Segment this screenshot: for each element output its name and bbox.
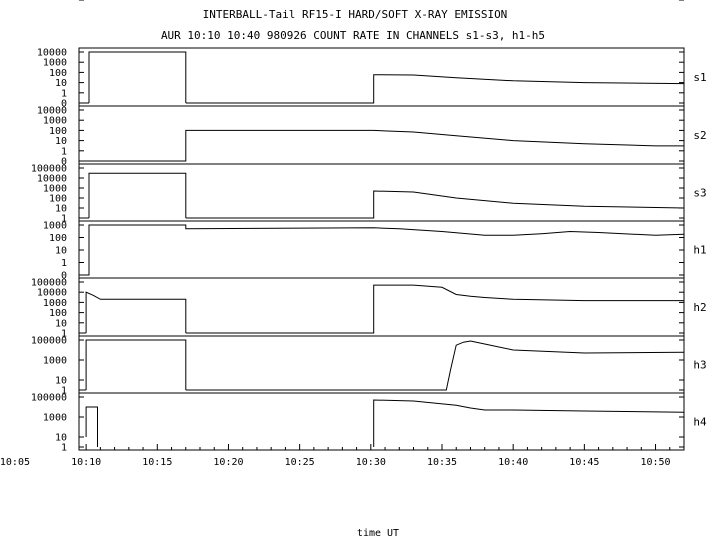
trace-h3-2 [85,339,187,390]
x-tick-label: 10:05 [0,457,30,468]
panel-h3: 100000 1000 101 h3 [31,335,707,397]
channel-label: s3 [693,187,706,200]
channel-label: h4 [693,416,707,429]
x-tick-label: 10:30 [356,457,386,468]
trace-h3-3 [185,340,685,391]
panel-frame [78,220,685,279]
panel-frame [78,105,685,165]
trace-s3-3 [185,190,685,219]
y-tick-label: 1 [61,329,67,340]
y-tick-label: 10 [55,136,67,147]
y-tick-label: 10000 [37,106,67,117]
panel-h5: 10000010001001010 h5 [31,0,707,3]
y-tick-label: 1 [61,443,67,454]
y-tick-label: 1000 [43,184,67,195]
y-tick-label: 10 [55,433,67,444]
y-tick-label: 100000 [31,278,67,289]
x-tick-label: 10:20 [213,457,243,468]
y-tick-label: 10000 [37,288,67,299]
trace-s2-1 [79,129,684,162]
x-axis-label: time UT [357,528,399,539]
x-tick-label: 10:40 [498,457,528,468]
y-tick-label: 10000 [37,174,67,185]
channel-label: h5 [693,0,706,3]
y-tick-label: 100 [49,194,67,205]
x-tick-label: 10:45 [569,457,599,468]
chart-subtitle: AUR 10:10 10:40 980926 COUNT RATE IN CHA… [161,29,545,42]
y-tick-label: 100 [49,126,67,137]
trace-h4-2 [373,399,685,447]
y-tick-label: 100000 [31,336,67,347]
chart-title: INTERBALL-Tail RF15-I HARD/SOFT X-RAY EM… [203,8,508,21]
y-tick-label: 1000 [43,221,67,232]
trace-s1-2 [88,51,187,103]
y-tick-label: 1000 [43,356,67,367]
panel-h4: 100000 1000 101 h4 [31,392,707,454]
panel-frame [78,163,685,222]
y-tick-label: 10 [55,246,67,257]
y-tick-label: 0 [61,271,67,282]
y-tick-label: 10000 [37,48,67,59]
y-tick-label: 1 [61,146,67,157]
panel-frame [78,47,685,107]
y-tick-label: 1 [61,88,67,99]
y-tick-label: 100000 [31,0,67,3]
y-tick-label: 100000 [31,393,67,404]
trace-h2-3 [185,284,684,334]
x-tick-label: 10:25 [285,457,315,468]
y-tick-label: 0 [61,99,67,110]
y-tick-label: 100 [49,233,67,244]
trace-h4-1 [85,406,98,447]
channel-label: h1 [693,244,706,257]
panel-stack: 1000010001001010s11000010001001010s21000… [31,0,707,454]
y-tick-label: 100 [49,68,67,79]
panel-frame [78,277,685,337]
y-tick-label: 1 [61,258,67,269]
channel-label: s1 [693,71,706,84]
x-tick-label: 10:50 [640,457,670,468]
y-tick-label: 1000 [43,413,67,424]
y-tick-label: 0 [61,0,67,3]
trace-s1-3 [185,74,685,104]
y-tick-label: 1000 [43,116,67,127]
x-tick-label: 10:15 [142,457,172,468]
trace-s3-2 [88,172,187,218]
x-tick-label: 10:10 [71,457,101,468]
x-tick-label: 10:35 [427,457,457,468]
y-tick-label: 1000 [43,0,67,3]
y-tick-label: 10 [55,204,67,215]
y-tick-label: 100000 [31,164,67,175]
y-tick-label: 10 [55,318,67,329]
trace-h2-2 [85,291,187,333]
y-tick-label: 1 [61,386,67,397]
x-axis: 10:0010:0510:1010:1510:2010:2510:3010:35… [0,444,685,468]
panel-frame [78,335,685,394]
y-tick-label: 100 [49,0,67,3]
y-tick-label: 100 [49,308,67,319]
y-tick-label: 10 [55,0,67,3]
channel-label: h2 [693,301,706,314]
y-tick-label: 0 [61,157,67,168]
panel-frame [78,392,685,451]
channel-label: s2 [693,129,706,142]
y-tick-label: 1 [61,0,67,3]
channel-label: h3 [693,359,706,372]
y-tick-label: 10 [55,376,67,387]
y-tick-label: 1000 [43,58,67,69]
y-tick-label: 1 [61,214,67,225]
trace-h1-1 [79,224,685,276]
y-tick-label: 10 [55,78,67,89]
y-tick-label: 1000 [43,298,67,309]
